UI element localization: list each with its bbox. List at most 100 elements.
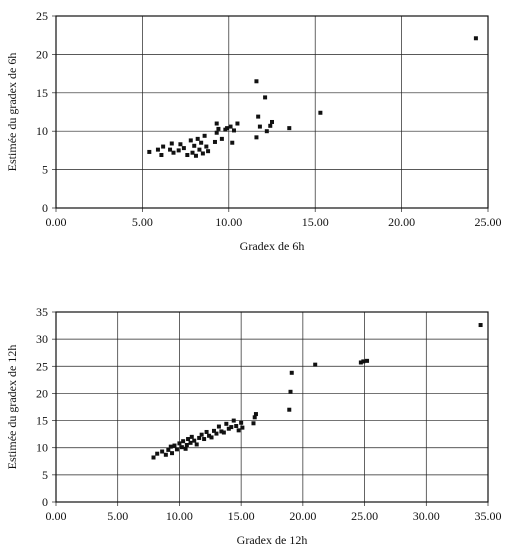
data-point xyxy=(147,149,152,154)
data-point xyxy=(254,135,259,140)
y-tick-label: 35 xyxy=(36,305,48,319)
x-axis-title: Gradex de 6h xyxy=(240,239,305,253)
data-point xyxy=(163,452,168,457)
data-point xyxy=(288,389,293,394)
data-point xyxy=(185,153,190,158)
data-point xyxy=(214,431,219,436)
data-point xyxy=(184,443,189,447)
data-point xyxy=(361,359,366,364)
y-axis-title: Estimée du gradex de 12h xyxy=(5,345,19,470)
data-point xyxy=(171,150,176,155)
x-tick-label: 35.00 xyxy=(475,509,502,523)
data-point xyxy=(189,434,194,439)
data-point xyxy=(231,128,236,133)
data-point xyxy=(159,153,164,158)
data-point xyxy=(270,119,274,124)
y-tick-label: 0 xyxy=(42,495,48,509)
data-point xyxy=(219,136,224,141)
data-point xyxy=(318,110,323,115)
data-point xyxy=(216,424,221,429)
data-point xyxy=(192,143,197,148)
data-point xyxy=(202,133,207,138)
data-point xyxy=(252,415,257,420)
y-tick-label: 25 xyxy=(36,9,48,23)
data-point xyxy=(231,418,236,423)
data-point xyxy=(254,79,259,84)
y-tick-label: 15 xyxy=(36,86,48,100)
plot-frame xyxy=(55,15,489,209)
x-tick-label: 10.00 xyxy=(215,215,242,229)
data-point xyxy=(194,442,199,447)
scatter-chart-6h: 0.00 5.00 10.00 15.00 20.00 25.00 0 5 10 15 20 25 Gr… xyxy=(5,9,502,253)
data-point xyxy=(155,451,160,456)
x-axis-title: Gradex de 12h xyxy=(237,533,308,547)
data-point xyxy=(473,36,478,41)
data-point xyxy=(179,445,184,450)
data-point xyxy=(216,126,221,131)
data-point xyxy=(230,140,235,145)
data-point xyxy=(188,440,193,445)
y-tick-label: 5 xyxy=(42,468,48,482)
data-point xyxy=(268,123,273,128)
data-point xyxy=(202,437,207,442)
data-point xyxy=(221,430,226,435)
data-point xyxy=(214,121,219,126)
y-tick-label: 5 xyxy=(42,163,48,177)
x-tick-label: 10.00 xyxy=(166,509,193,523)
data-point xyxy=(211,428,216,433)
data-point xyxy=(235,121,240,126)
data-point xyxy=(264,129,269,134)
y-tick-label: 10 xyxy=(36,441,48,455)
data-point xyxy=(229,425,234,430)
x-tick-label: 15.00 xyxy=(302,215,329,229)
data-point xyxy=(177,441,182,446)
data-point xyxy=(199,432,204,437)
data-point xyxy=(204,429,209,434)
data-point xyxy=(263,95,268,100)
data-point xyxy=(176,148,181,153)
y-tick-label: 25 xyxy=(36,359,48,373)
data-point xyxy=(240,425,245,430)
data-point xyxy=(234,424,239,428)
data-point xyxy=(197,147,202,152)
x-tick-label: 30.00 xyxy=(413,509,440,523)
x-tick-label: 0.00 xyxy=(46,215,67,229)
data-point xyxy=(174,447,179,452)
y-tick-label: 20 xyxy=(36,386,48,400)
data-point xyxy=(155,147,160,152)
data-point xyxy=(193,153,198,158)
data-point xyxy=(168,147,173,152)
data-point xyxy=(239,420,244,425)
data-point xyxy=(209,435,214,440)
data-point xyxy=(172,443,177,448)
x-tick-label: 20.00 xyxy=(289,509,316,523)
data-point xyxy=(212,139,217,144)
data-point xyxy=(166,447,171,452)
y-tick-label: 0 xyxy=(42,201,48,215)
plot-frame xyxy=(55,311,489,503)
data-point xyxy=(365,358,370,363)
data-point xyxy=(188,138,193,143)
data-point xyxy=(192,438,197,443)
y-tick-label: 10 xyxy=(36,124,48,138)
x-tick-label: 5.00 xyxy=(132,215,153,229)
data-point xyxy=(257,124,262,129)
data-point xyxy=(186,437,191,442)
y-tick-label: 15 xyxy=(36,414,48,428)
x-tick-label: 20.00 xyxy=(388,215,415,229)
data-point xyxy=(478,323,483,328)
data-point xyxy=(206,149,211,154)
data-point xyxy=(169,141,174,146)
data-point xyxy=(199,140,204,145)
x-tick-label: 5.00 xyxy=(107,509,128,523)
x-tick-label: 25.00 xyxy=(351,509,378,523)
data-point xyxy=(236,428,241,433)
y-tick-label: 30 xyxy=(36,332,48,346)
data-point xyxy=(160,449,165,454)
data-point xyxy=(226,426,231,431)
data-point xyxy=(313,362,318,367)
data-point xyxy=(190,150,195,155)
data-point xyxy=(358,360,363,365)
y-tick-label: 20 xyxy=(36,47,48,61)
data-point xyxy=(207,433,212,438)
